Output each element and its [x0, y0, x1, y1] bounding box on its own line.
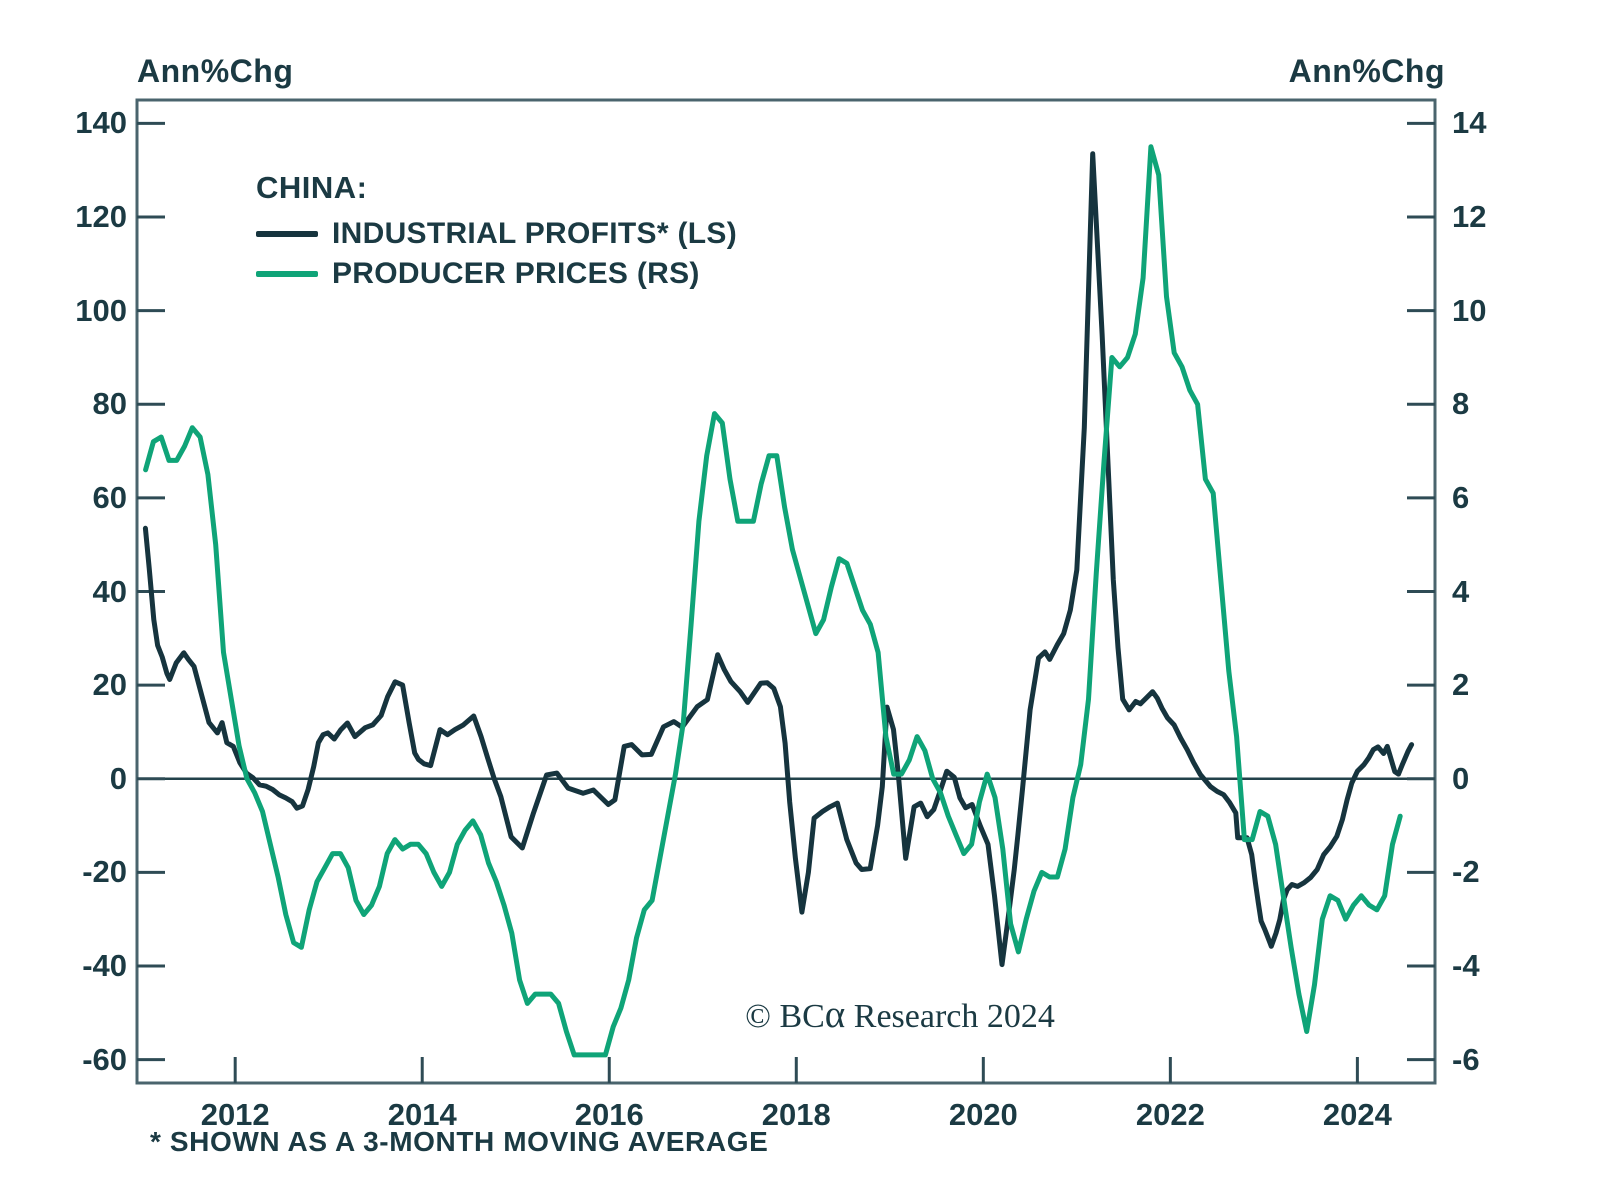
y-axis-left-tick-label: 60 — [92, 479, 127, 515]
y-axis-right-tick-label: -6 — [1452, 1041, 1480, 1077]
y-axis-right-tick-label: 6 — [1452, 479, 1470, 515]
y-axis-right-tick-label: 4 — [1452, 573, 1470, 609]
right-axis-title: Ann%Chg — [1288, 53, 1445, 89]
legend-label-producer-prices: PRODUCER PRICES (RS) — [332, 257, 700, 290]
y-axis-left-tick-label: 100 — [75, 292, 127, 328]
x-axis-tick-label: 2020 — [948, 1097, 1018, 1132]
y-axis-left-tick-label: 40 — [92, 573, 127, 609]
y-axis-right-tick-label: 2 — [1452, 667, 1470, 703]
y-axis-left-tick-label: 120 — [75, 199, 127, 235]
y-axis-left-tick-label: -20 — [82, 854, 127, 890]
left-axis-title: Ann%Chg — [137, 53, 294, 89]
y-axis-right-tick-label: 8 — [1452, 386, 1470, 422]
producer-prices-line — [143, 144, 1403, 1058]
y-axis-left-tick-label: 20 — [92, 667, 127, 703]
y-axis-left-tick-label: 140 — [75, 105, 127, 141]
y-axis-right-tick-label: 14 — [1452, 105, 1487, 141]
x-axis-tick-label: 2022 — [1135, 1097, 1205, 1132]
y-axis-left-tick-label: 80 — [92, 386, 127, 422]
bca-alpha-logo-glyph: α — [824, 993, 846, 1036]
copyright-suffix: Research 2024 — [845, 998, 1055, 1035]
legend-label-industrial-profits: INDUSTRIAL PROFITS* (LS) — [332, 217, 737, 250]
y-axis-left-tick-label: -40 — [82, 947, 127, 983]
y-axis-left-tick-label: 0 — [109, 760, 127, 796]
x-axis-tick-label: 2018 — [761, 1097, 831, 1132]
x-axis-tick-label: 2024 — [1322, 1097, 1392, 1132]
producer-prices-line-swatch — [256, 271, 318, 277]
legend-title: CHINA: — [256, 170, 368, 205]
y-axis-left-tick-label: -60 — [82, 1041, 127, 1077]
x-axis-tick-label: 2012 — [200, 1097, 270, 1132]
copyright-prefix: © BC — [745, 998, 825, 1035]
y-axis-right-tick-label: 10 — [1452, 292, 1487, 328]
x-axis-tick-label: 2014 — [387, 1097, 457, 1132]
industrial-profits-line — [142, 151, 1415, 968]
legend-item-industrial-profits: INDUSTRIAL PROFITS* (LS) — [256, 214, 737, 254]
legend-item-producer-prices: PRODUCER PRICES (RS) — [256, 254, 737, 294]
copyright: © BCα Research 2024 — [745, 995, 1055, 1036]
y-axis-right-tick-label: 12 — [1452, 199, 1487, 235]
y-axis-right-tick-label: -4 — [1452, 947, 1480, 983]
y-axis-right-tick-label: -2 — [1452, 854, 1480, 890]
legend: CHINA: INDUSTRIAL PROFITS* (LS) PRODUCER… — [256, 170, 737, 294]
y-axis-right-tick-label: 0 — [1452, 760, 1470, 796]
industrial-profits-line-swatch — [256, 231, 318, 237]
x-axis-tick-label: 2016 — [574, 1097, 644, 1132]
footnote: * SHOWN AS A 3-MONTH MOVING AVERAGE — [150, 1126, 769, 1157]
